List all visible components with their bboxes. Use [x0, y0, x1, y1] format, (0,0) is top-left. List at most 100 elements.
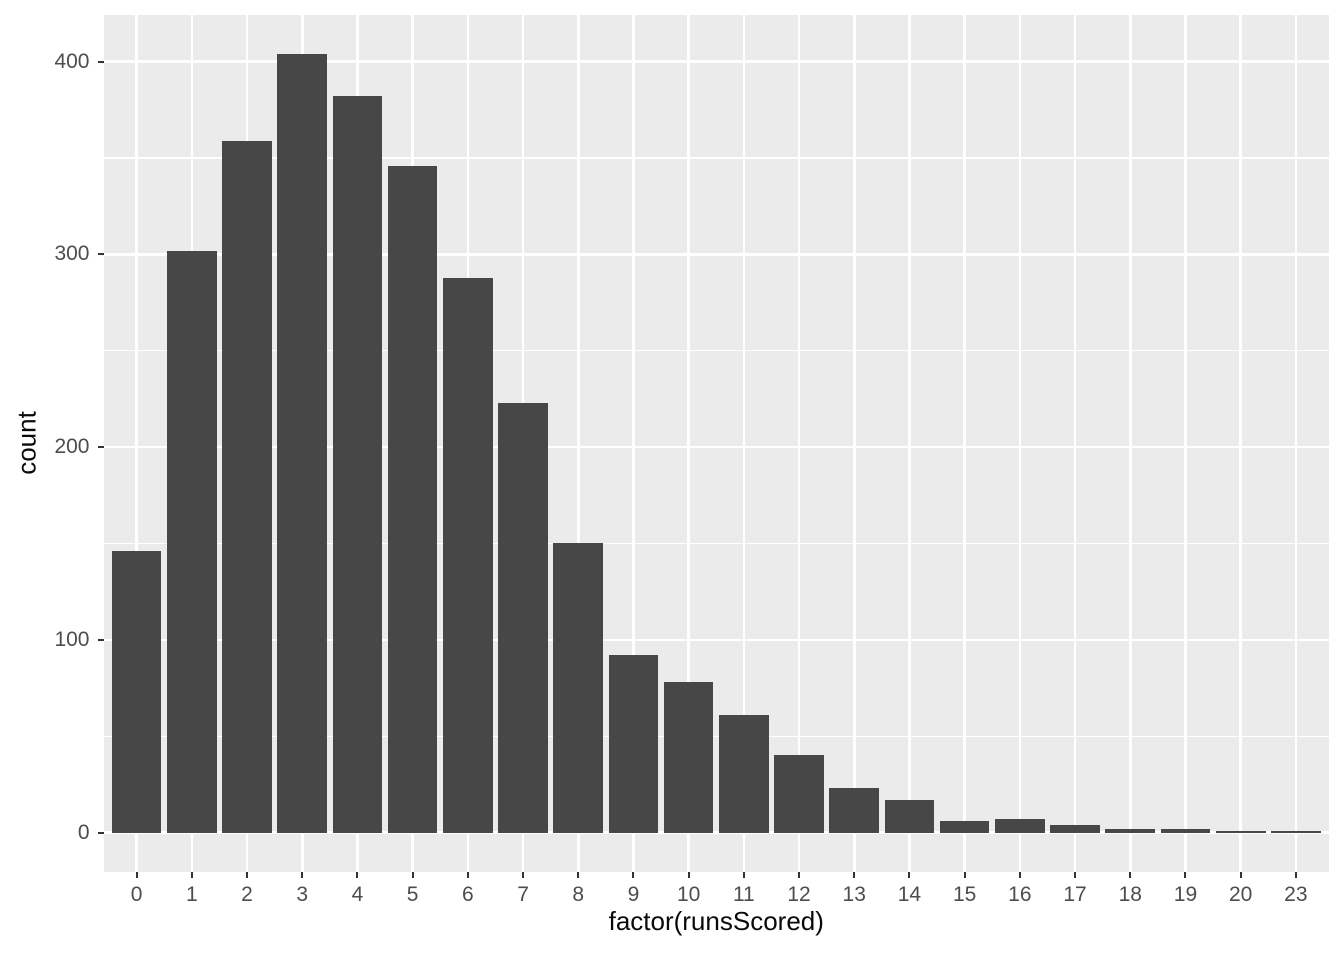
category-gridline — [576, 15, 580, 872]
bar-15 — [939, 821, 990, 833]
bar-11 — [719, 715, 769, 833]
category-gridline — [852, 15, 856, 872]
x-tick-label: 0 — [130, 882, 143, 906]
bar-17 — [1050, 824, 1100, 833]
bar-14 — [884, 799, 935, 833]
bar-0 — [111, 551, 162, 833]
x-tick-label: 10 — [676, 882, 701, 906]
major-gridline — [103, 60, 1329, 63]
bar-23 — [1271, 830, 1321, 833]
bar-20 — [1215, 830, 1266, 833]
x-tick-mark — [687, 871, 690, 878]
bar-6 — [442, 277, 493, 833]
category-gridline — [632, 15, 635, 872]
x-tick-mark — [466, 871, 469, 878]
y-tick-mark — [97, 446, 104, 449]
x-tick-mark — [798, 871, 801, 878]
x-tick-label: 1 — [185, 882, 198, 906]
x-tick-mark — [963, 871, 966, 878]
x-tick-label: 3 — [296, 882, 309, 906]
bar-1 — [166, 250, 217, 833]
x-tick-mark — [908, 871, 911, 878]
major-gridline — [103, 638, 1329, 642]
bar-13 — [829, 788, 880, 833]
bar-8 — [553, 543, 604, 833]
x-tick-label: 16 — [1008, 882, 1032, 906]
x-tick-mark — [577, 871, 580, 878]
minor-gridline — [103, 542, 1329, 545]
x-tick-label: 12 — [787, 882, 811, 906]
bar-10 — [663, 682, 714, 833]
bar-5 — [387, 165, 438, 833]
bar-4 — [332, 96, 383, 833]
bar-2 — [222, 140, 272, 833]
major-gridline — [103, 445, 1329, 449]
x-tick-mark — [522, 871, 525, 878]
minor-gridline — [103, 157, 1329, 159]
y-tick-label: 100 — [54, 627, 90, 651]
category-gridline — [687, 15, 690, 872]
x-tick-label: 19 — [1173, 882, 1198, 906]
y-tick-label: 400 — [54, 49, 90, 73]
x-tick-mark — [356, 871, 359, 878]
x-tick-label: 4 — [351, 882, 364, 906]
y-tick-mark — [97, 831, 104, 834]
bar-7 — [498, 402, 548, 833]
y-tick-mark — [97, 60, 104, 63]
category-gridline — [135, 15, 138, 872]
x-tick-mark — [1018, 871, 1021, 878]
category-gridline — [963, 15, 966, 872]
x-tick-mark — [301, 871, 304, 878]
category-gridline — [1018, 15, 1022, 872]
x-tick-mark — [1294, 871, 1297, 878]
bar-3 — [277, 53, 328, 833]
x-tick-mark — [190, 871, 193, 878]
x-tick-label: 13 — [842, 882, 866, 906]
x-tick-mark — [1074, 871, 1077, 878]
bar-12 — [774, 755, 824, 833]
category-gridline — [1294, 15, 1298, 872]
x-tick-label: 18 — [1118, 882, 1142, 906]
x-tick-label: 5 — [406, 882, 419, 906]
x-tick-label: 11 — [732, 882, 755, 906]
x-tick-label: 14 — [897, 882, 922, 906]
y-tick-mark — [97, 253, 104, 256]
category-gridline — [742, 15, 746, 872]
category-gridline — [908, 15, 911, 872]
category-gridline — [1239, 15, 1242, 872]
x-tick-label: 8 — [572, 882, 585, 906]
x-tick-label: 15 — [952, 882, 977, 906]
category-gridline — [797, 15, 801, 872]
bar-16 — [995, 819, 1045, 833]
x-tick-mark — [1239, 871, 1242, 878]
x-tick-label: 23 — [1284, 882, 1308, 906]
bar-18 — [1105, 828, 1156, 833]
category-gridline — [1073, 15, 1077, 872]
x-tick-label: 20 — [1228, 882, 1253, 906]
bar-19 — [1160, 828, 1211, 833]
y-tick-label: 300 — [54, 242, 90, 266]
x-tick-mark — [411, 871, 414, 878]
x-tick-label: 9 — [627, 882, 640, 906]
x-tick-mark — [632, 871, 635, 878]
x-tick-label: 6 — [461, 882, 474, 906]
x-tick-label: 17 — [1063, 882, 1087, 906]
major-gridline — [103, 831, 1329, 834]
x-axis-title: factor(runsScored) — [608, 906, 824, 936]
x-tick-mark — [1184, 871, 1187, 878]
category-gridline — [1184, 15, 1187, 872]
minor-gridline — [103, 350, 1329, 352]
y-tick-label: 200 — [54, 435, 90, 459]
x-tick-mark — [1129, 871, 1132, 878]
x-tick-mark — [853, 871, 856, 878]
x-tick-mark — [135, 871, 138, 878]
category-gridline — [1128, 15, 1132, 872]
x-tick-mark — [246, 871, 249, 878]
x-tick-mark — [742, 871, 745, 878]
y-tick-label: 0 — [77, 820, 90, 844]
x-tick-label: 7 — [517, 882, 529, 906]
minor-gridline — [103, 735, 1329, 737]
x-tick-label: 2 — [241, 882, 253, 906]
bar-9 — [608, 655, 659, 833]
